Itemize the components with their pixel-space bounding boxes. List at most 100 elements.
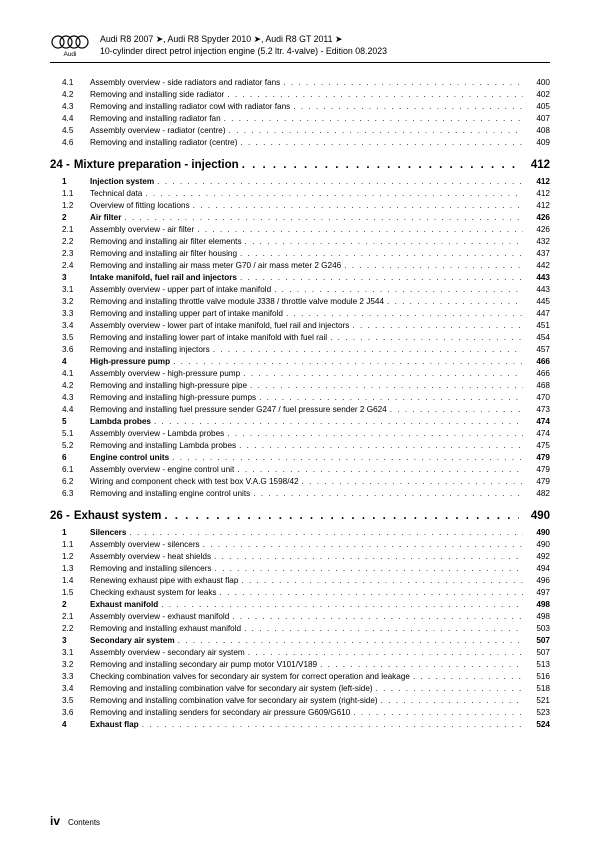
toc-title: Checking exhaust system for leaks — [90, 587, 217, 598]
dot-leader — [302, 476, 523, 487]
toc-title: Removing and installing injectors — [90, 344, 210, 355]
toc-title: Exhaust flap — [90, 719, 139, 730]
toc-page: 451 — [526, 320, 550, 331]
toc-number: 1 — [50, 527, 90, 538]
toc-title: Removing and installing silencers — [90, 563, 212, 574]
toc-number: 3.1 — [50, 647, 90, 658]
toc-row: 1.4Renewing exhaust pipe with exhaust fl… — [50, 575, 550, 586]
dot-leader — [240, 272, 523, 283]
arrow-icon: ➤ — [254, 34, 261, 44]
toc-row: 4.3Removing and installing high-pressure… — [50, 392, 550, 403]
toc-number: 5 — [50, 416, 90, 427]
toc-row: 4.2Removing and installing side radiator… — [50, 89, 550, 100]
page-header: Audi Audi R8 2007 ➤, Audi R8 Spyder 2010… — [50, 34, 550, 63]
toc-page: 474 — [526, 428, 550, 439]
dot-leader — [178, 635, 523, 646]
dot-leader — [197, 224, 523, 235]
toc-row: 2Air filter426 — [50, 212, 550, 223]
toc-title: Removing and installing lower part of in… — [90, 332, 327, 343]
dot-leader — [157, 176, 523, 187]
dot-leader — [376, 683, 523, 694]
toc-number: 3.3 — [50, 308, 90, 319]
chapter-page: 490 — [522, 510, 550, 522]
toc-row: 3.3Checking combination valves for secon… — [50, 671, 550, 682]
toc-number: 1.2 — [50, 200, 90, 211]
svg-text:Audi: Audi — [63, 51, 76, 58]
toc-title: Intake manifold, fuel rail and injectors — [90, 272, 237, 283]
toc-row: 6Engine control units479 — [50, 452, 550, 463]
toc-number: 3.6 — [50, 707, 90, 718]
toc-page: 482 — [526, 488, 550, 499]
toc-page: 447 — [526, 308, 550, 319]
dot-leader — [352, 320, 523, 331]
toc-title: Removing and installing combination valv… — [90, 695, 378, 706]
toc-row: 4.1Assembly overview - high-pressure pum… — [50, 368, 550, 379]
table-of-contents: 4.1Assembly overview - side radiators an… — [50, 77, 550, 731]
toc-page: 408 — [526, 125, 550, 136]
toc-page: 507 — [526, 635, 550, 646]
toc-number: 6.2 — [50, 476, 90, 487]
toc-row: 4.2Removing and installing high-pressure… — [50, 380, 550, 391]
toc-page: 497 — [526, 587, 550, 598]
toc-row: 2.1Assembly overview - exhaust manifold4… — [50, 611, 550, 622]
toc-row: 3Intake manifold, fuel rail and injector… — [50, 272, 550, 283]
toc-number: 2.4 — [50, 260, 90, 271]
dot-leader — [232, 611, 523, 622]
toc-row: 4.4Removing and installing radiator fan4… — [50, 113, 550, 124]
toc-title: Removing and installing senders for seco… — [90, 707, 350, 718]
toc-number: 1.1 — [50, 188, 90, 199]
toc-page: 492 — [526, 551, 550, 562]
audi-logo: Audi — [50, 34, 92, 58]
toc-number: 6 — [50, 452, 90, 463]
toc-title: Removing and installing air mass meter G… — [90, 260, 341, 271]
toc-number: 4.1 — [50, 77, 90, 88]
toc-page: 402 — [526, 89, 550, 100]
dot-leader — [239, 440, 523, 451]
dot-leader — [293, 101, 523, 112]
dot-leader — [154, 416, 523, 427]
toc-title: Assembly overview - upper part of intake… — [90, 284, 271, 295]
dot-leader — [381, 695, 523, 706]
dot-leader — [330, 332, 523, 343]
toc-title: Removing and installing engine control u… — [90, 488, 250, 499]
dot-leader — [242, 159, 519, 171]
toc-number: 2.2 — [50, 236, 90, 247]
toc-title: Engine control units — [90, 452, 169, 463]
toc-number: 3.6 — [50, 344, 90, 355]
toc-row: 3.6Removing and installing senders for s… — [50, 707, 550, 718]
toc-number: 5.1 — [50, 428, 90, 439]
toc-number: 1.1 — [50, 539, 90, 550]
toc-page: 474 — [526, 416, 550, 427]
page-footer: iv Contents — [50, 814, 550, 828]
dot-leader — [413, 671, 523, 682]
toc-title: Exhaust manifold — [90, 599, 158, 610]
toc-page: 407 — [526, 113, 550, 124]
chapter-number: 26 - — [50, 510, 70, 522]
toc-title: Injection system — [90, 176, 154, 187]
dot-leader — [229, 125, 523, 136]
dot-leader — [390, 404, 523, 415]
toc-page: 490 — [526, 539, 550, 550]
toc-number: 1 — [50, 176, 90, 187]
chapter-heading: 26 - Exhaust system 490 — [50, 510, 550, 522]
dot-leader — [164, 510, 519, 522]
toc-page: 400 — [526, 77, 550, 88]
toc-page: 443 — [526, 284, 550, 295]
toc-page: 490 — [526, 527, 550, 538]
toc-title: Assembly overview - side radiators and r… — [90, 77, 280, 88]
toc-number: 2.2 — [50, 623, 90, 634]
toc-page: 426 — [526, 212, 550, 223]
toc-number: 4 — [50, 719, 90, 730]
toc-page: 516 — [526, 671, 550, 682]
toc-page: 443 — [526, 272, 550, 283]
toc-row: 2.4Removing and installing air mass mete… — [50, 260, 550, 271]
toc-page: 426 — [526, 224, 550, 235]
toc-page: 513 — [526, 659, 550, 670]
toc-page: 470 — [526, 392, 550, 403]
toc-row: 4.1Assembly overview - side radiators an… — [50, 77, 550, 88]
toc-page: 412 — [526, 188, 550, 199]
toc-page: 507 — [526, 647, 550, 658]
toc-number: 4.5 — [50, 125, 90, 136]
dot-leader — [220, 587, 523, 598]
toc-number: 1.2 — [50, 551, 90, 562]
